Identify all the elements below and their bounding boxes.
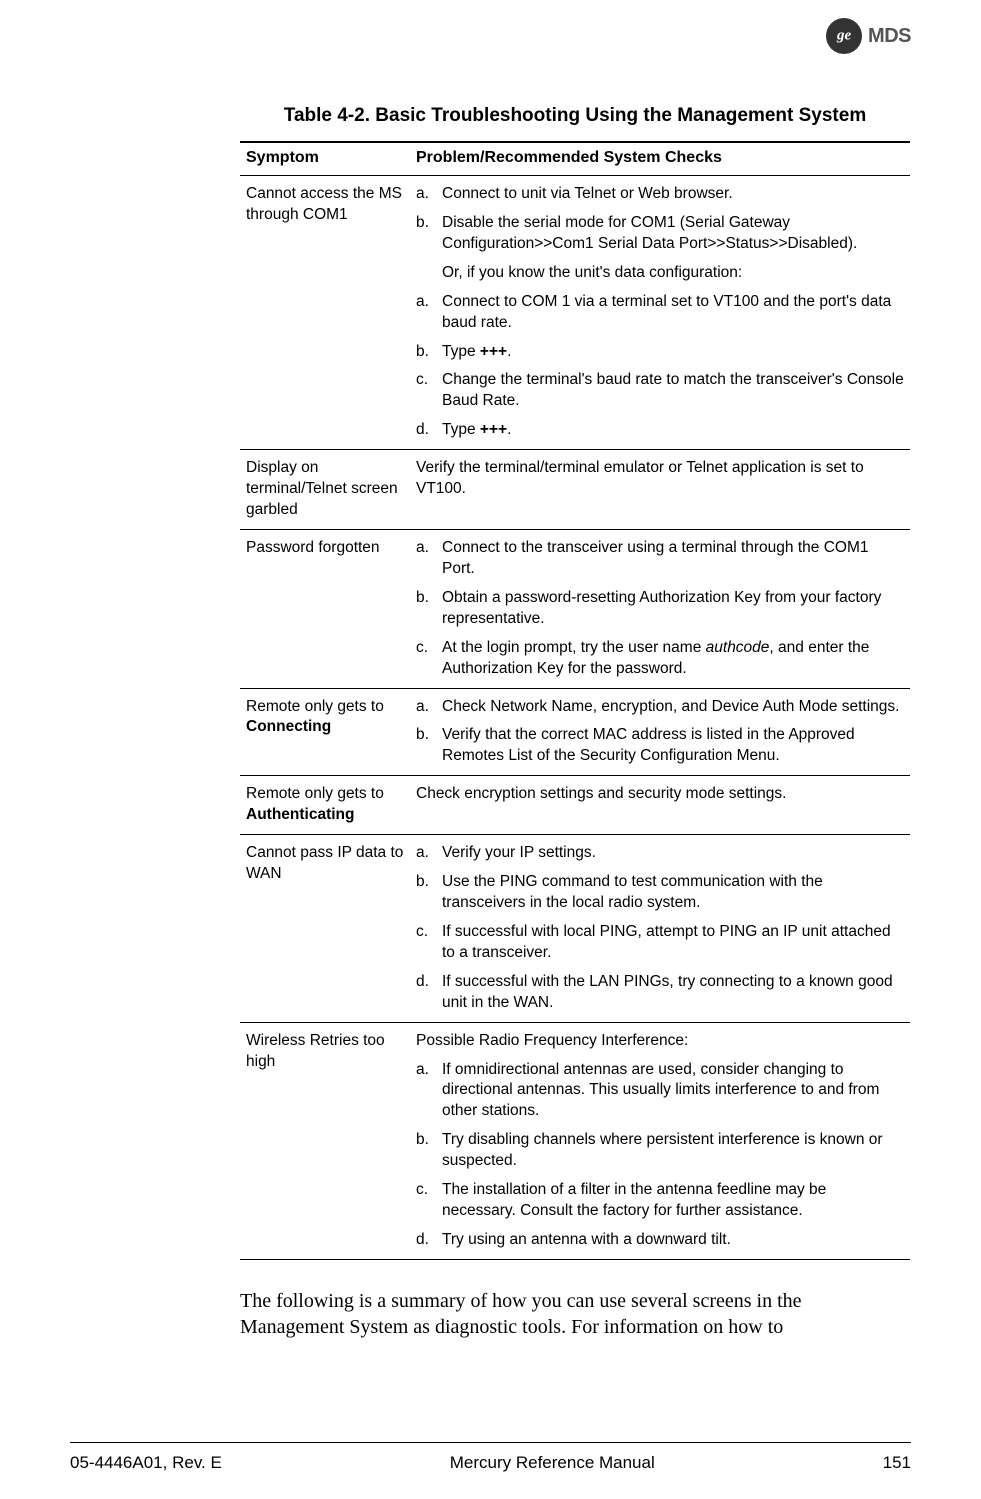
footer-left: 05-4446A01, Rev. E [70, 1453, 222, 1473]
footer-center: Mercury Reference Manual [450, 1453, 655, 1473]
list-item-text: The installation of a filter in the ante… [442, 1180, 904, 1222]
checks-list-item: c.The installation of a filter in the an… [416, 1180, 904, 1222]
list-item-label: c. [416, 922, 442, 964]
list-item-text: If omnidirectional antennas are used, co… [442, 1060, 904, 1123]
list-item-text: Type +++. [442, 420, 904, 441]
list-item-label: b. [416, 588, 442, 630]
table-body: Cannot access the MS through COM1a.Conne… [240, 176, 910, 1260]
checks-list-item: a.Verify your IP settings. [416, 843, 904, 864]
brand-logo: MDS [826, 18, 911, 54]
checks-list-item: d.Try using an antenna with a downward t… [416, 1230, 904, 1251]
list-item-label: a. [416, 538, 442, 580]
checks-list-item: a.If omnidirectional antennas are used, … [416, 1060, 904, 1123]
list-item-label: c. [416, 1180, 442, 1222]
checks-cell: Check encryption settings and security m… [410, 776, 910, 835]
checks-cell: a.Verify your IP settings.b.Use the PING… [410, 835, 910, 1022]
list-item-text: Verify your IP settings. [442, 843, 904, 864]
list-item-text: Disable the serial mode for COM1 (Serial… [442, 213, 904, 255]
page-content: Table 4-2. Basic Troubleshooting Using t… [240, 105, 910, 1340]
list-item-text: Obtain a password-resetting Authorizatio… [442, 588, 904, 630]
ge-logo-icon [826, 18, 862, 54]
symptom-cell: Wireless Retries too high [240, 1022, 410, 1259]
checks-list-item: b. Obtain a password-resetting Authoriza… [416, 588, 904, 630]
checks-list-item: b.Use the PING command to test communica… [416, 872, 904, 914]
symptom-cell: Display on terminal/Telnet screen garble… [240, 450, 410, 530]
list-item-text: Try using an antenna with a downward til… [442, 1230, 904, 1251]
checks-list-item: a.Connect to unit via Telnet or Web brow… [416, 184, 904, 205]
checks-cell: a.Connect to unit via Telnet or Web brow… [410, 176, 910, 450]
table-row: Cannot access the MS through COM1a.Conne… [240, 176, 910, 450]
list-item-text: At the login prompt, try the user name a… [442, 638, 904, 680]
list-item-text: Connect to the transceiver using a termi… [442, 538, 904, 580]
list-item-label: d. [416, 420, 442, 441]
checks-list-item: d.If successful with the LAN PINGs, try … [416, 972, 904, 1014]
list-item-label: d. [416, 1230, 442, 1251]
checks-list-item: a.Connect to COM 1 via a terminal set to… [416, 292, 904, 334]
list-item-text: If successful with local PING, attempt t… [442, 922, 904, 964]
checks-plain: Check encryption settings and security m… [416, 784, 904, 805]
list-item-text: Try disabling channels where persistent … [442, 1130, 904, 1172]
list-item-label: b. [416, 342, 442, 363]
list-item-text: Type +++. [442, 342, 904, 363]
page-footer: 05-4446A01, Rev. E Mercury Reference Man… [70, 1442, 911, 1473]
list-item-text: Check Network Name, encryption, and Devi… [442, 697, 904, 718]
checks-cell: a.Check Network Name, encryption, and De… [410, 688, 910, 776]
list-item-label: a. [416, 292, 442, 334]
brand-text: MDS [868, 25, 911, 48]
footer-right: 151 [883, 1453, 911, 1473]
list-item-label: a. [416, 843, 442, 864]
checks-cell: Possible Radio Frequency Interference: a.… [410, 1022, 910, 1259]
checks-list-item: d.Type +++. [416, 420, 904, 441]
checks-plain: Verify the terminal/terminal emulator or… [416, 458, 904, 500]
list-item-text: Verify that the correct MAC address is l… [442, 725, 904, 767]
list-item-label: b. [416, 1130, 442, 1172]
symptom-cell: Cannot access the MS through COM1 [240, 176, 410, 450]
checks-list-item: b.Verify that the correct MAC address is… [416, 725, 904, 767]
checks-list-item: b.Disable the serial mode for COM1 (Seri… [416, 213, 904, 255]
list-item-label: b. [416, 872, 442, 914]
list-item-text: Connect to COM 1 via a terminal set to V… [442, 292, 904, 334]
symptom-cell: Remote only gets to Authenticating [240, 776, 410, 835]
checks-list-item: a.Check Network Name, encryption, and De… [416, 697, 904, 718]
table-row: Display on terminal/Telnet screen garble… [240, 450, 910, 530]
list-item-text: Connect to unit via Telnet or Web browse… [442, 184, 904, 205]
header-symptom: Symptom [240, 142, 410, 176]
table-row: Wireless Retries too highPossible Radio … [240, 1022, 910, 1259]
symptom-cell: Remote only gets to Connecting [240, 688, 410, 776]
list-item-label: d. [416, 972, 442, 1014]
checks-list-item: c.Change the terminal's baud rate to mat… [416, 370, 904, 412]
checks-list-item: c.At the login prompt, try the user name… [416, 638, 904, 680]
list-item-text: Change the terminal's baud rate to match… [442, 370, 904, 412]
table-row: Cannot pass IP data to WAN a.Verify your … [240, 835, 910, 1022]
symptom-cell: Cannot pass IP data to WAN [240, 835, 410, 1022]
checks-list-item: b.Try disabling channels where persisten… [416, 1130, 904, 1172]
list-item-label: a. [416, 697, 442, 718]
checks-cell: a.Connect to the transceiver using a ter… [410, 529, 910, 688]
list-item-label: a. [416, 1060, 442, 1123]
symptom-cell: Password forgotten [240, 529, 410, 688]
list-item-label: b. [416, 725, 442, 767]
table-row: Remote only gets to Authenticating Check … [240, 776, 910, 835]
checks-lead: Possible Radio Frequency Interference: [416, 1031, 904, 1052]
list-item-label: a. [416, 184, 442, 205]
list-item-label: b. [416, 213, 442, 255]
checks-list-item: c.If successful with local PING, attempt… [416, 922, 904, 964]
troubleshooting-table: Symptom Problem/Recommended System Check… [240, 141, 910, 1260]
checks-list-item: b.Type +++. [416, 342, 904, 363]
list-item-label: c. [416, 370, 442, 412]
table-row: Password forgottena.Connect to the trans… [240, 529, 910, 688]
list-item-text: If successful with the LAN PINGs, try co… [442, 972, 904, 1014]
checks-subtext: Or, if you know the unit's data configur… [416, 263, 904, 284]
list-item-label: c. [416, 638, 442, 680]
checks-cell: Verify the terminal/terminal emulator or… [410, 450, 910, 530]
table-title: Table 4-2. Basic Troubleshooting Using t… [240, 105, 910, 127]
body-paragraph: The following is a summary of how you ca… [240, 1288, 910, 1340]
list-item-text: Use the PING command to test communicati… [442, 872, 904, 914]
table-row: Remote only gets to Connecting a.Check Ne… [240, 688, 910, 776]
header-checks: Problem/Recommended System Checks [410, 142, 910, 176]
checks-list-item: a.Connect to the transceiver using a ter… [416, 538, 904, 580]
